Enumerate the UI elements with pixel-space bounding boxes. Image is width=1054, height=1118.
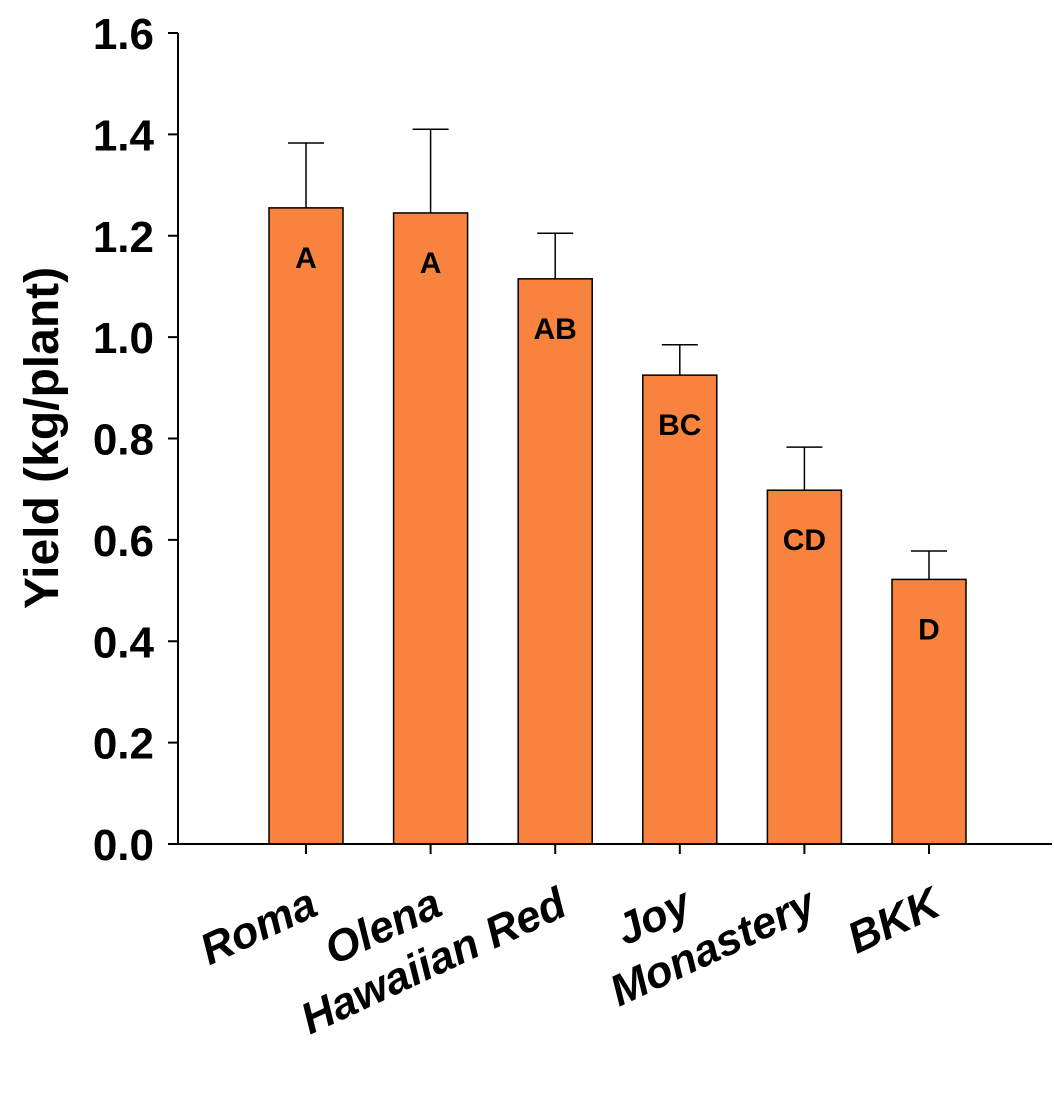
bar-hawaiian-red — [517, 278, 593, 845]
significance-letter: AB — [534, 313, 577, 346]
y-tick-label: 0.8 — [93, 416, 154, 465]
significance-letters: A A AB BC CD D — [295, 242, 940, 647]
y-tick-label: 1.2 — [93, 213, 154, 262]
y-axis-ticks: 0.0 0.2 0.4 0.6 0.8 1.0 1.2 1.4 1.6 — [93, 10, 178, 870]
y-tick-label: 0.0 — [93, 821, 154, 870]
significance-letter: A — [295, 242, 317, 275]
y-axis-title: Yield (kg/plant) — [16, 267, 69, 609]
y-tick-label: 0.2 — [93, 720, 154, 769]
significance-letter: A — [420, 247, 442, 280]
bar-monastery — [766, 489, 843, 845]
x-axis-ticks — [305, 844, 930, 854]
y-tick-label: 1.0 — [93, 314, 154, 363]
y-tick-label: 1.6 — [93, 10, 154, 59]
bar-roma — [268, 207, 344, 845]
significance-letter: CD — [783, 524, 826, 557]
bar-olena — [392, 212, 469, 845]
y-tick-label: 1.4 — [93, 111, 155, 160]
significance-letter: D — [918, 613, 940, 646]
category-label: Roma — [193, 879, 325, 975]
y-tick-label: 0.6 — [93, 517, 154, 566]
error-bars — [288, 128, 947, 580]
bars — [268, 207, 967, 845]
y-tick-label: 0.4 — [93, 618, 155, 667]
significance-letter: BC — [658, 409, 701, 442]
bar-joy — [642, 374, 718, 845]
category-label: BKK — [840, 877, 950, 963]
